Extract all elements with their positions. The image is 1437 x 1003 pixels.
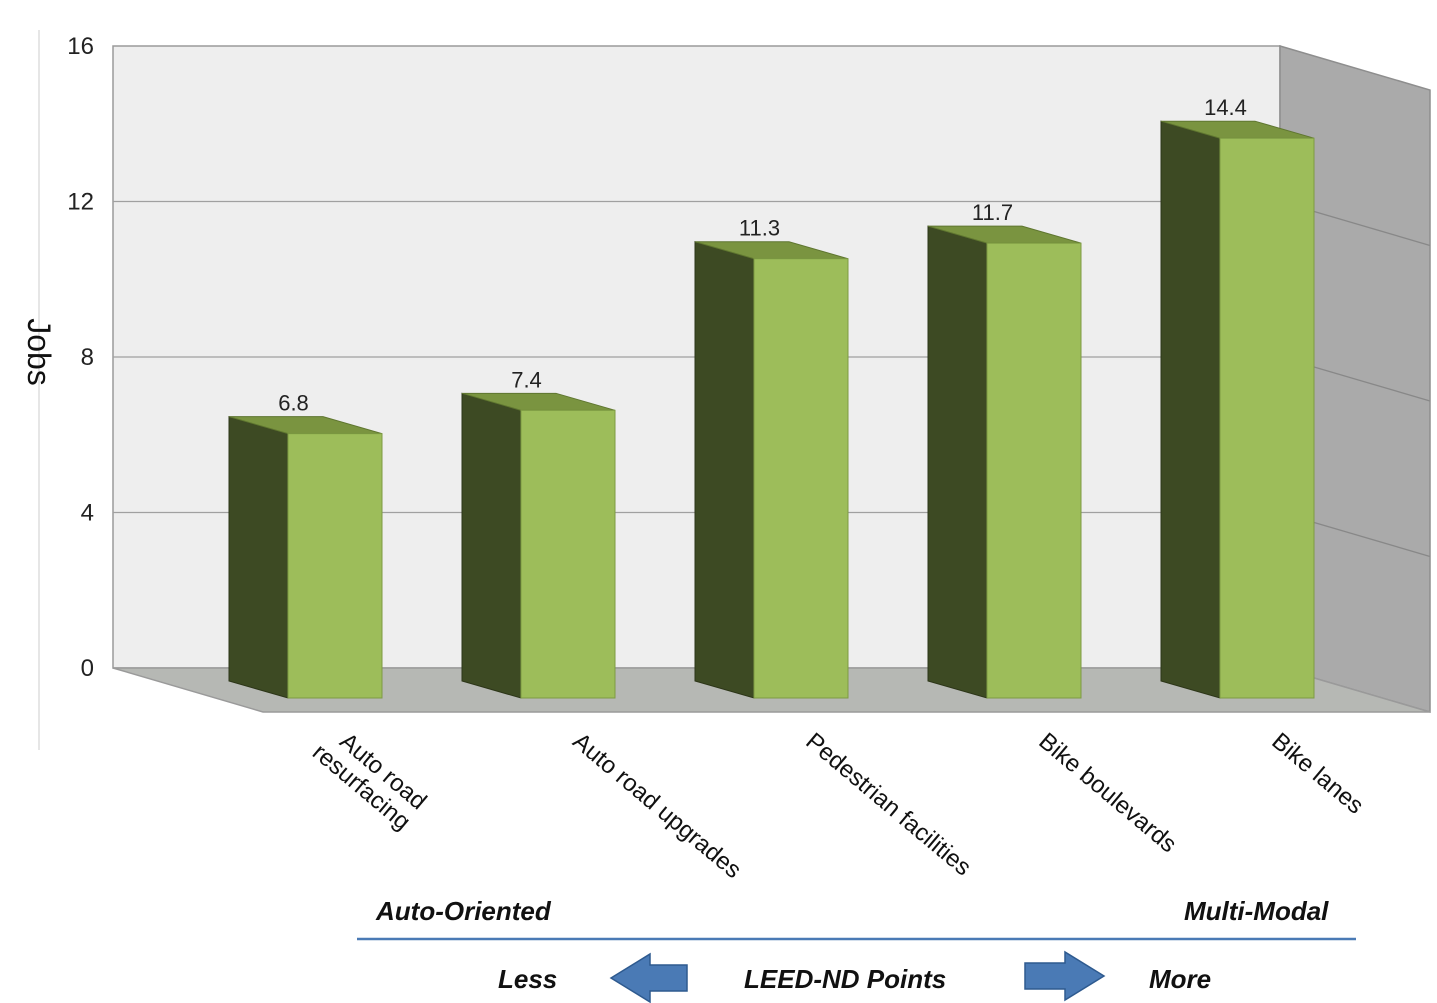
bar <box>753 258 849 699</box>
leed-nd-points-label: LEED-ND Points <box>744 964 947 994</box>
less-label: Less <box>498 964 558 994</box>
category-label-line: Pedestrian facilities <box>801 728 977 882</box>
data-label: 14.4 <box>1204 95 1247 120</box>
bar <box>287 433 383 699</box>
category-label-line: Bike boulevards <box>1034 728 1182 858</box>
bar <box>986 242 1082 699</box>
auto-oriented-label: Auto-Oriented <box>376 896 551 926</box>
y-tick-labels: 0 4 8 12 16 <box>67 33 94 682</box>
data-label: 7.4 <box>511 367 542 392</box>
y-tick-label: 0 <box>81 655 94 682</box>
bar-side <box>228 415 289 699</box>
bars <box>228 120 1315 699</box>
data-label: 11.7 <box>972 200 1013 225</box>
category-label: Auto road upgrades <box>568 728 747 884</box>
category-label: Pedestrian facilities <box>801 728 977 882</box>
y-tick-label: 4 <box>81 500 94 527</box>
y-tick-label: 12 <box>67 189 94 216</box>
multi-modal-label: Multi-Modal <box>1184 896 1329 926</box>
category-label-line: Bike lanes <box>1267 728 1369 820</box>
bar <box>1219 137 1315 699</box>
data-label: 11.3 <box>739 216 780 241</box>
category-label: Bike lanes <box>1267 728 1369 820</box>
left-arrow-icon <box>609 952 688 1003</box>
bar-side <box>461 392 522 699</box>
data-labels: 6.8 7.4 11.3 11.7 14.4 <box>278 95 1247 415</box>
y-tick-label: 8 <box>81 344 94 371</box>
bar-side <box>927 225 988 699</box>
category-label: Bike boulevards <box>1034 728 1182 858</box>
right-arrow-icon <box>1024 950 1106 1002</box>
y-axis-label: Jobs <box>21 318 57 386</box>
bar-side <box>1160 120 1221 699</box>
bar <box>520 409 616 699</box>
y-tick-label: 16 <box>67 33 94 60</box>
category-label-line: Auto road upgrades <box>568 728 747 884</box>
more-label: More <box>1149 964 1212 994</box>
data-label: 6.8 <box>278 391 309 416</box>
bar-side <box>694 241 755 699</box>
